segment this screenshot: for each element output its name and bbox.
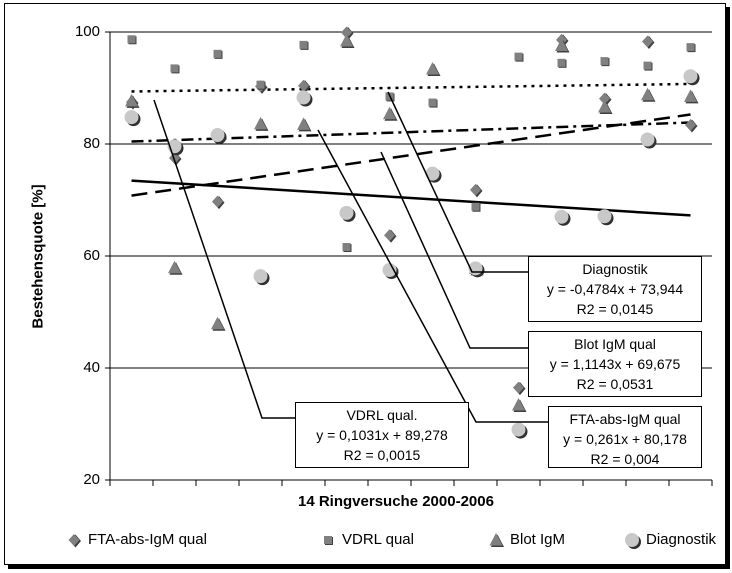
data-point-diamond: [685, 118, 698, 133]
annotation-label: FTA-abs-IgM qual: [569, 411, 681, 427]
data-point-triangle: [340, 33, 355, 48]
trendline-blot-igm: [131, 113, 691, 197]
x-axis-title: 14 Ringversuche 2000-2006: [298, 493, 494, 510]
trendline-annotation: VDRL qual. y = 0,1031x + 89,278 R2 = 0,001…: [295, 402, 469, 468]
data-point-circle: [339, 205, 356, 222]
data-point-triangle: [641, 87, 656, 102]
leader-line: [317, 129, 548, 423]
annotation-r2: R2 = 0,0145: [576, 301, 654, 317]
data-point-circle: [597, 209, 614, 226]
data-point-circle: [382, 263, 399, 279]
leader-line: [153, 99, 295, 419]
trendline-annotation: FTA-abs-IgM qual y = 0,261x + 80,178 R2 = …: [548, 406, 702, 468]
annotation-equation: y = 0,261x + 80,178: [563, 431, 687, 447]
trendline-annotation: Diagnostik y = -0,4784x + 73,944 R2 = 0,01…: [528, 256, 702, 322]
data-point-circle: [640, 132, 657, 149]
data-point-triangle: [426, 61, 441, 76]
data-point-circle: [683, 69, 700, 86]
annotation-r2: R2 = 0,0531: [576, 376, 654, 392]
y-tick-label: 20: [83, 471, 100, 488]
trendline-diagnostik: [131, 179, 691, 217]
legend-marker-circle: [625, 533, 641, 549]
data-point-square: [600, 57, 610, 67]
legend-label: Blot IgM: [510, 531, 566, 548]
annotation-r2: R2 = 0,0015: [343, 447, 421, 463]
leader-line: [387, 91, 528, 273]
legend-marker-diamond: [68, 534, 81, 548]
data-point-square: [557, 58, 567, 68]
data-point-circle: [511, 422, 528, 439]
annotation-equation: y = 1,1143x + 69,675: [549, 356, 681, 372]
annotation-equation: y = 0,1031x + 89,278: [316, 427, 448, 443]
data-point-triangle: [254, 116, 269, 131]
data-point-square: [686, 43, 696, 53]
data-point-diamond: [298, 79, 311, 94]
data-point-diamond: [513, 381, 526, 396]
data-point-square: [471, 202, 481, 212]
data-point-triangle: [211, 316, 226, 331]
data-point-square: [428, 98, 438, 108]
data-point-triangle: [598, 100, 613, 115]
y-tick-label: 80: [83, 135, 100, 152]
annotation-label: Blot IgM qual: [574, 336, 656, 352]
data-point-square: [127, 35, 137, 45]
data-point-square: [213, 49, 223, 59]
data-point-triangle: [512, 397, 527, 412]
legend-label: VDRL qual: [342, 531, 414, 548]
data-point-triangle: [168, 260, 183, 275]
data-point-square: [643, 61, 653, 71]
data-point-square: [342, 243, 352, 253]
data-point-diamond: [384, 229, 397, 243]
trendline-vdrl-qual: [131, 82, 691, 93]
data-point-square: [170, 64, 180, 74]
leader-line: [380, 151, 528, 349]
data-point-square: [514, 52, 524, 62]
data-point-triangle: [297, 117, 312, 132]
legend-label: FTA-abs-IgM qual: [88, 531, 207, 548]
data-point-square: [256, 80, 266, 90]
data-point-diamond: [212, 195, 225, 210]
data-point-circle: [554, 209, 571, 226]
y-tick-label: 100: [74, 23, 100, 40]
data-point-circle: [124, 110, 141, 127]
data-point-diamond: [470, 183, 483, 198]
legend-label: Diagnostik: [646, 531, 717, 548]
data-point-circle: [253, 269, 270, 286]
annotation-label: VDRL qual.: [346, 407, 418, 423]
annotation-equation: y = -0,4784x + 73,944: [546, 281, 684, 297]
legend-marker-square: [324, 536, 333, 545]
y-tick-label: 40: [83, 359, 100, 376]
y-axis-title: Bestehensquote [%]: [29, 184, 47, 329]
data-point-circle: [425, 166, 442, 183]
data-point-circle: [296, 90, 313, 107]
legend-marker-triangle: [489, 533, 504, 547]
annotation-r2: R2 = 0,004: [590, 451, 660, 467]
data-point-diamond: [642, 35, 655, 50]
data-point-triangle: [555, 38, 570, 53]
data-point-triangle: [684, 89, 699, 104]
data-point-circle: [210, 128, 227, 145]
annotation-label: Diagnostik: [582, 261, 648, 277]
data-point-square: [299, 40, 309, 50]
data-point-triangle: [383, 106, 398, 121]
trendline-annotation: Blot IgM qual y = 1,1143x + 69,675 R2 = 0,…: [528, 331, 702, 397]
data-point-triangle: [125, 93, 140, 108]
y-tick-label: 60: [83, 247, 100, 264]
